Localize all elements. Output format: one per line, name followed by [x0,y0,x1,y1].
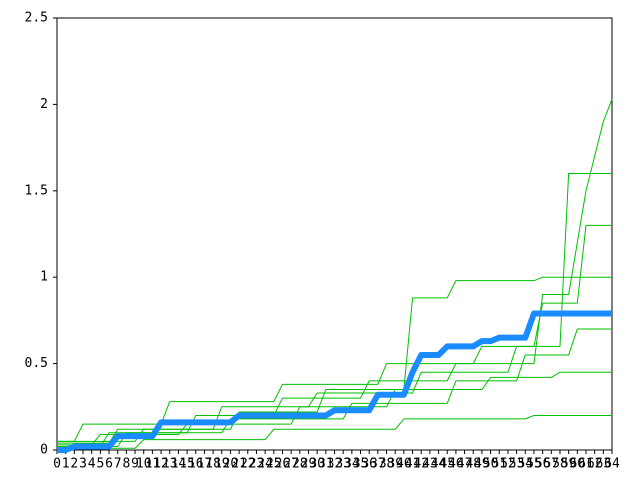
x-tick-label: 5 [96,457,104,472]
x-tick-label: 10 [136,457,152,472]
x-tick-label: 1 [62,457,70,472]
x-tick-label: 28 [292,457,308,472]
y-tick-label: 1.5 [25,183,48,198]
x-tick-label: 42 [413,457,429,472]
x-tick-label: 26 [275,457,291,472]
x-tick-label: 17 [197,457,213,472]
x-tick-label: 12 [153,457,169,472]
series-line [57,414,612,449]
x-tick-label: 47 [457,457,473,472]
x-tick-label: 58 [552,457,568,472]
y-tick-label: 2.5 [25,11,48,26]
series-line [57,328,612,448]
x-tick-label: 59 [561,457,577,472]
x-tick-label: 32 [327,457,343,472]
x-tick-label: 34 [344,457,360,472]
x-tick-label: 33 [335,457,351,472]
x-tick-label: 51 [491,457,507,472]
x-tick-label: 2 [70,457,78,472]
x-tick-label: 35 [353,457,369,472]
x-tick-label: 16 [188,457,204,472]
x-tick-label: 41 [405,457,421,472]
x-tick-label: 36 [361,457,377,472]
x-tick-label: 31 [318,457,334,472]
x-tick-label: 8 [122,457,130,472]
x-tick-label: 0 [53,457,61,472]
x-tick-label: 64 [604,457,620,472]
x-tick-label: 57 [543,457,559,472]
x-tick-label: 23 [249,457,265,472]
x-tick-label: 3 [79,457,87,472]
y-tick-label: 0 [40,443,48,458]
series-line [57,276,612,442]
x-tick-label: 18 [205,457,221,472]
x-tick-label: 63 [596,457,612,472]
x-tick-label: 9 [131,457,139,472]
x-tick-label: 62 [587,457,603,472]
x-tick-label: 27 [283,457,299,472]
x-tick-label: 13 [162,457,178,472]
x-tick-label: 48 [465,457,481,472]
x-tick-label: 24 [257,457,273,472]
plot-frame [56,17,613,451]
x-tick-label: 4 [88,457,96,472]
x-tick-label: 61 [578,457,594,472]
x-tick-label: 43 [422,457,438,472]
series-line [57,99,613,448]
x-tick-label: 50 [483,457,499,472]
x-tick-label: 30 [309,457,325,472]
y-tick-label: 2 [40,97,48,112]
x-tick-label: 29 [301,457,317,472]
x-tick-label: 53 [509,457,525,472]
x-tick-label: 46 [448,457,464,472]
x-tick-label: 6 [105,457,113,472]
x-tick-label: 20 [223,457,239,472]
x-tick-label: 44 [431,457,447,472]
x-tick-label: 19 [214,457,230,472]
y-tick-label: 1 [40,270,48,285]
y-tick-label: 0.5 [25,356,48,371]
x-tick-label: 7 [114,457,122,472]
x-tick-label: 54 [517,457,533,472]
x-tick-label: 37 [370,457,386,472]
x-tick-label: 25 [266,457,282,472]
x-tick-label: 38 [379,457,395,472]
x-tick-label: 15 [179,457,195,472]
x-tick-label: 60 [569,457,585,472]
x-tick-label: 45 [439,457,455,472]
x-tick-label: 11 [145,457,161,472]
x-tick-label: 21 [231,457,247,472]
x-tick-label: 14 [171,457,187,472]
x-tick-label: 39 [387,457,403,472]
x-tick-label: 22 [240,457,256,472]
x-tick-label: 55 [526,457,542,472]
x-tick-label: 52 [500,457,516,472]
series-line [57,310,612,453]
x-tick-label: 56 [535,457,551,472]
x-tick-label: 40 [396,457,412,472]
series-line [57,173,612,444]
x-tick-label: 49 [474,457,490,472]
